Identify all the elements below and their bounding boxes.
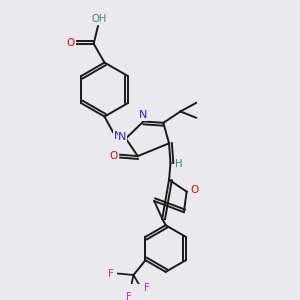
Text: N: N	[114, 130, 122, 141]
Text: O: O	[66, 38, 74, 48]
Text: H: H	[175, 159, 183, 169]
Text: F: F	[108, 268, 114, 279]
Text: F: F	[126, 292, 132, 300]
Text: O: O	[110, 151, 118, 161]
Text: N: N	[139, 110, 147, 120]
Text: N: N	[118, 132, 127, 142]
Text: F: F	[144, 283, 149, 293]
Text: OH: OH	[92, 14, 107, 24]
Text: O: O	[190, 185, 199, 195]
